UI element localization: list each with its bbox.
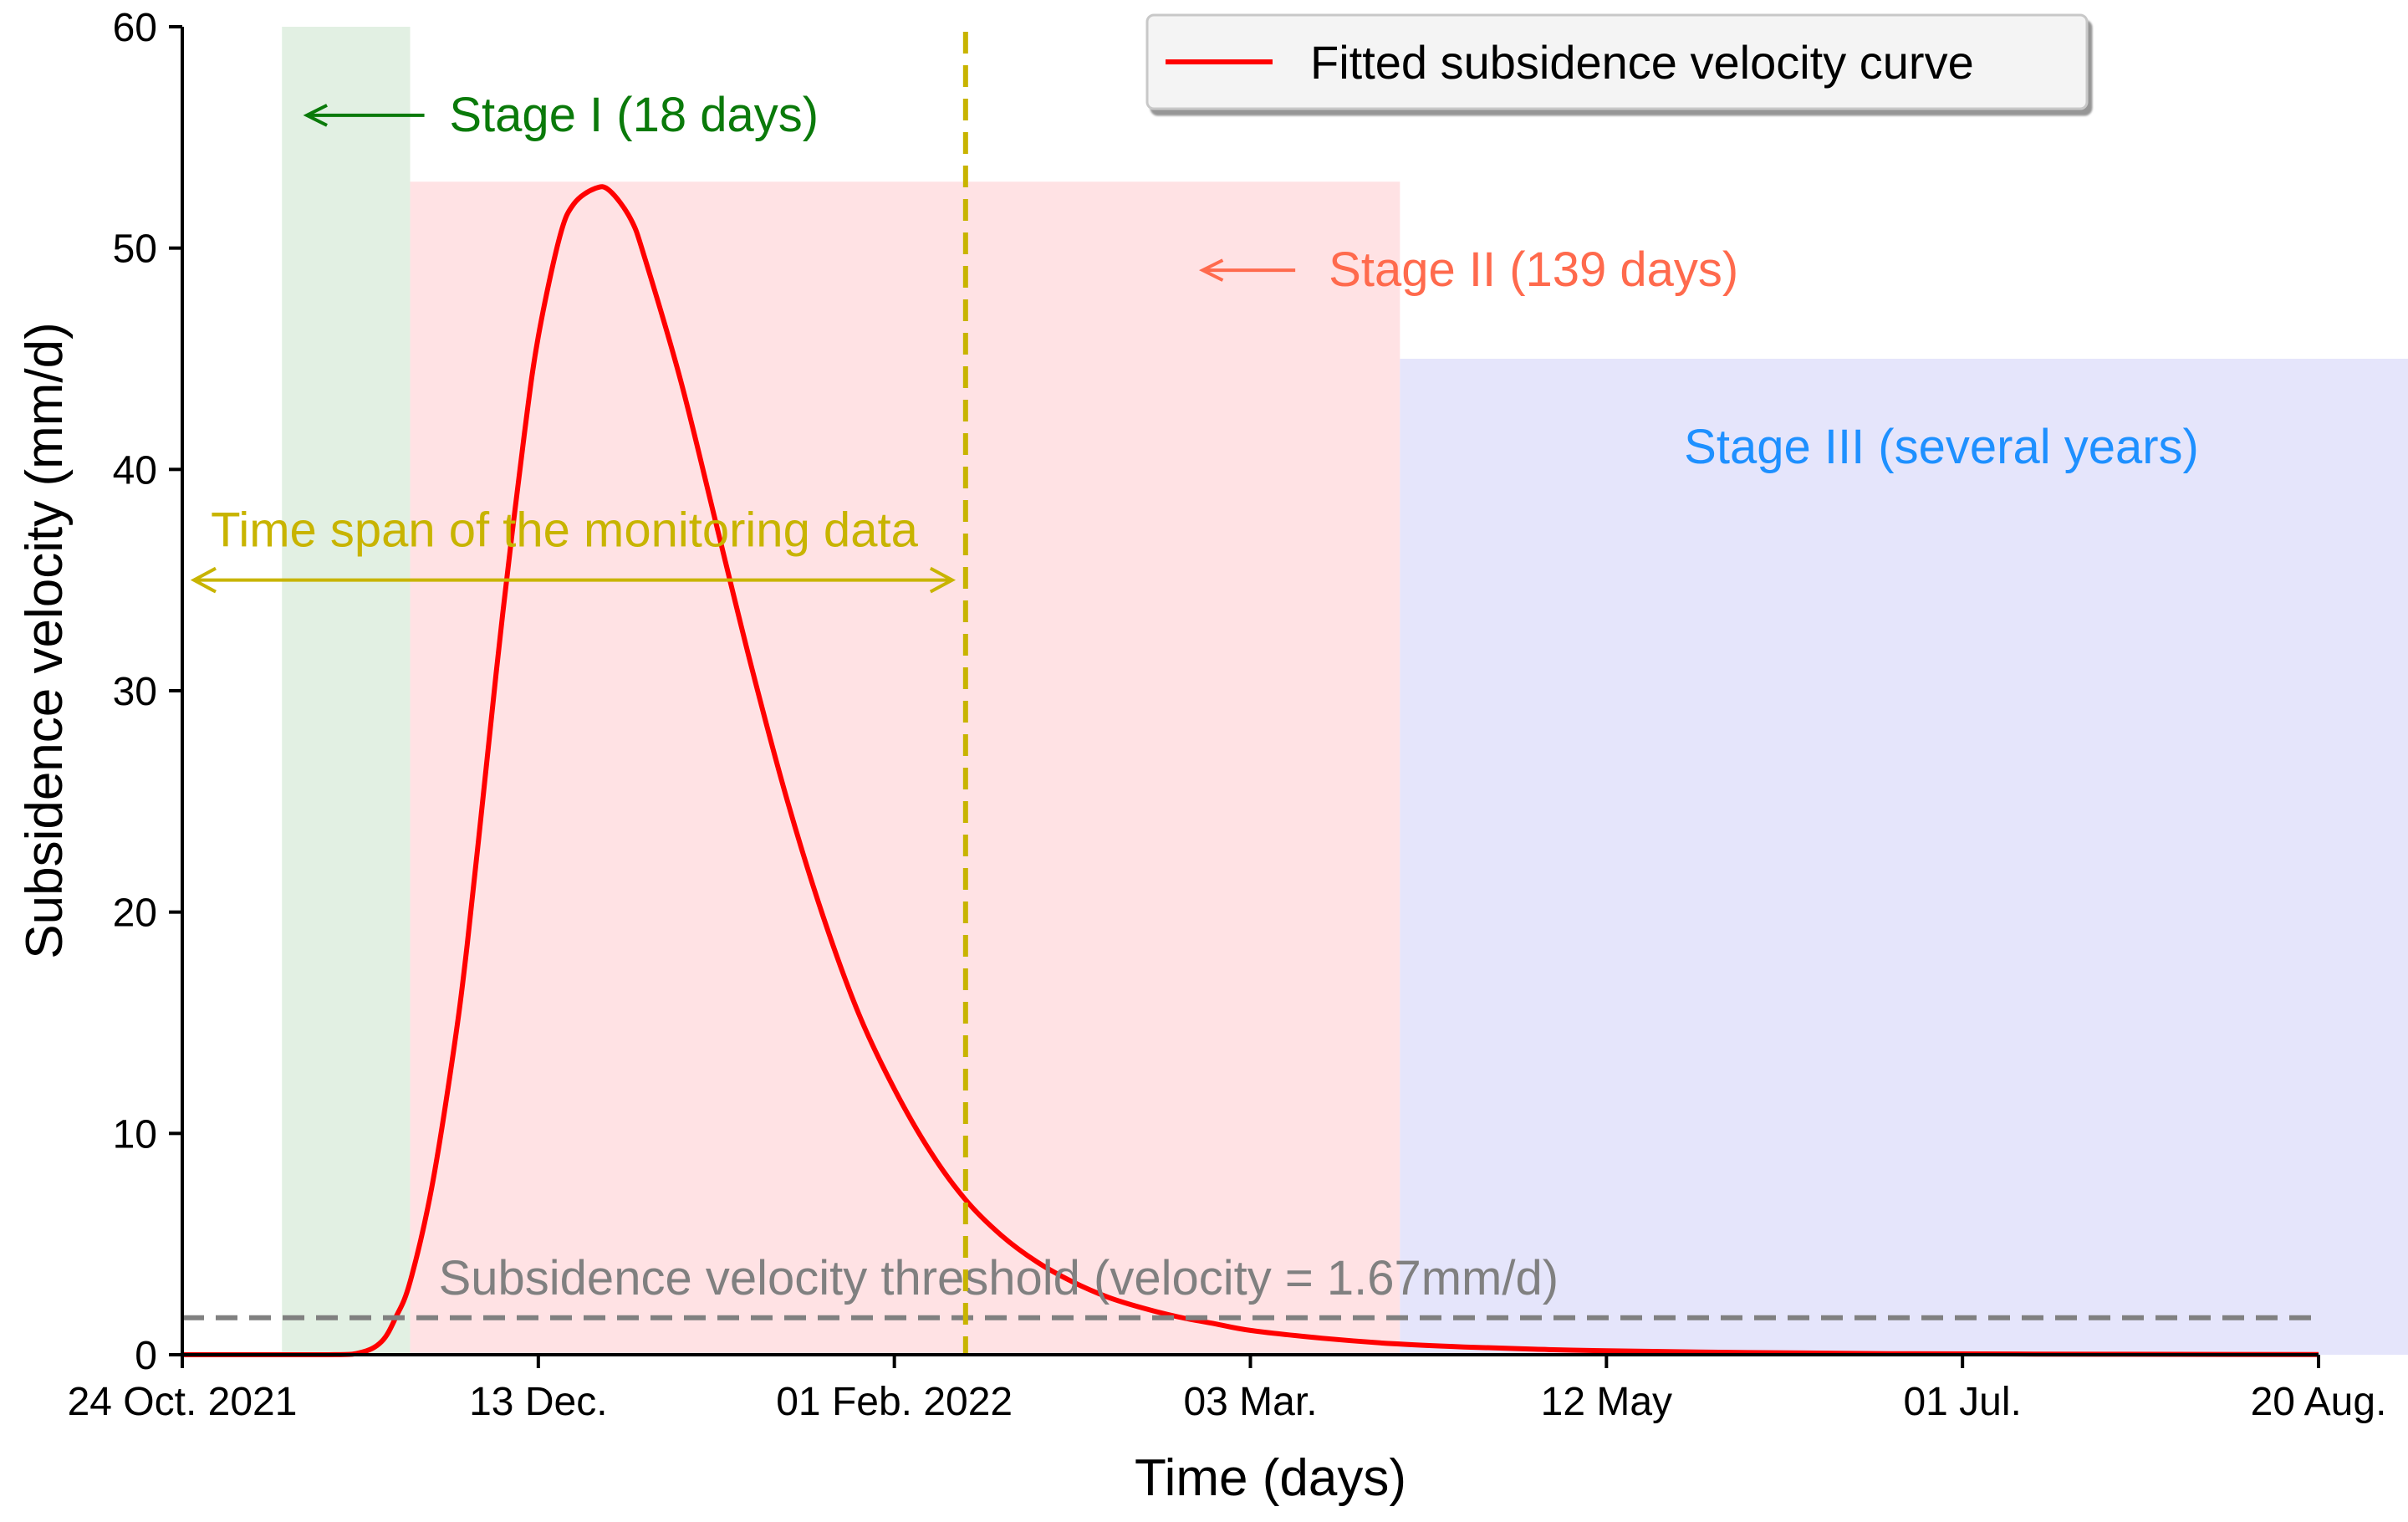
stage-regions xyxy=(282,27,2408,1356)
y-tick-label: 60 xyxy=(113,6,157,50)
stage-1-arrowhead xyxy=(303,104,328,127)
y-tick-label: 30 xyxy=(113,670,157,714)
y-axis-title: Subsidence velocity (mm/d) xyxy=(16,322,74,959)
x-tick-label: 13 Dec. xyxy=(469,1380,607,1424)
axes: 0 10 20 30 40 50 60 24 Oct. 2021 13 Dec. 01 Feb.… xyxy=(68,6,2387,1424)
legend: Fitted subsidence velocity curve xyxy=(1145,13,2089,110)
time-span-label: Time span of the monitoring data xyxy=(211,503,919,558)
y-tick-label: 10 xyxy=(113,1112,157,1157)
fitted-velocity-curve xyxy=(182,184,2319,1358)
stage-2-arrowhead xyxy=(1198,258,1224,282)
y-tick-label: 20 xyxy=(113,891,157,936)
stage-1-annotation: Stage I (18 days) xyxy=(303,88,819,142)
time-span-arrowhead-right xyxy=(929,566,957,594)
stage-region-1 xyxy=(282,27,411,1355)
x-tick-label: 20 Aug. xyxy=(2251,1380,2387,1424)
legend-box xyxy=(1145,13,2089,110)
stage-2-annotation: Stage II (139 days) xyxy=(1198,243,1738,297)
x-tick-label: 01 Jul. xyxy=(1903,1380,2021,1424)
x-tick-label: 12 May xyxy=(1541,1380,1672,1424)
x-tick-label: 03 Mar. xyxy=(1183,1380,1317,1424)
stage-1-label: Stage I (18 days) xyxy=(449,88,819,142)
y-ticks: 0 10 20 30 40 50 60 xyxy=(113,6,182,1378)
legend-entry-label: Fitted subsidence velocity curve xyxy=(1310,36,1974,89)
y-tick-label: 50 xyxy=(113,227,157,272)
stage-region-2 xyxy=(410,181,1400,1356)
x-tick-label: 01 Feb. 2022 xyxy=(776,1380,1013,1424)
x-ticks: 24 Oct. 2021 13 Dec. 01 Feb. 2022 03 Mar. 12… xyxy=(68,1355,2387,1424)
y-tick-label: 0 xyxy=(135,1334,157,1378)
time-span-annotation: Time span of the monitoring data xyxy=(190,503,957,594)
stage-2-label: Stage II (139 days) xyxy=(1329,243,1738,297)
y-tick-label: 40 xyxy=(113,448,157,493)
x-tick-label: 24 Oct. 2021 xyxy=(68,1380,298,1424)
threshold-label: Subsidence velocity threshold (velocity … xyxy=(439,1251,1559,1305)
stage-3-label: Stage III (several years) xyxy=(1684,420,2199,474)
time-span-arrowhead-left xyxy=(190,566,217,594)
x-axis-title: Time (days) xyxy=(1135,1449,1406,1507)
stage-region-3 xyxy=(1400,359,2408,1355)
